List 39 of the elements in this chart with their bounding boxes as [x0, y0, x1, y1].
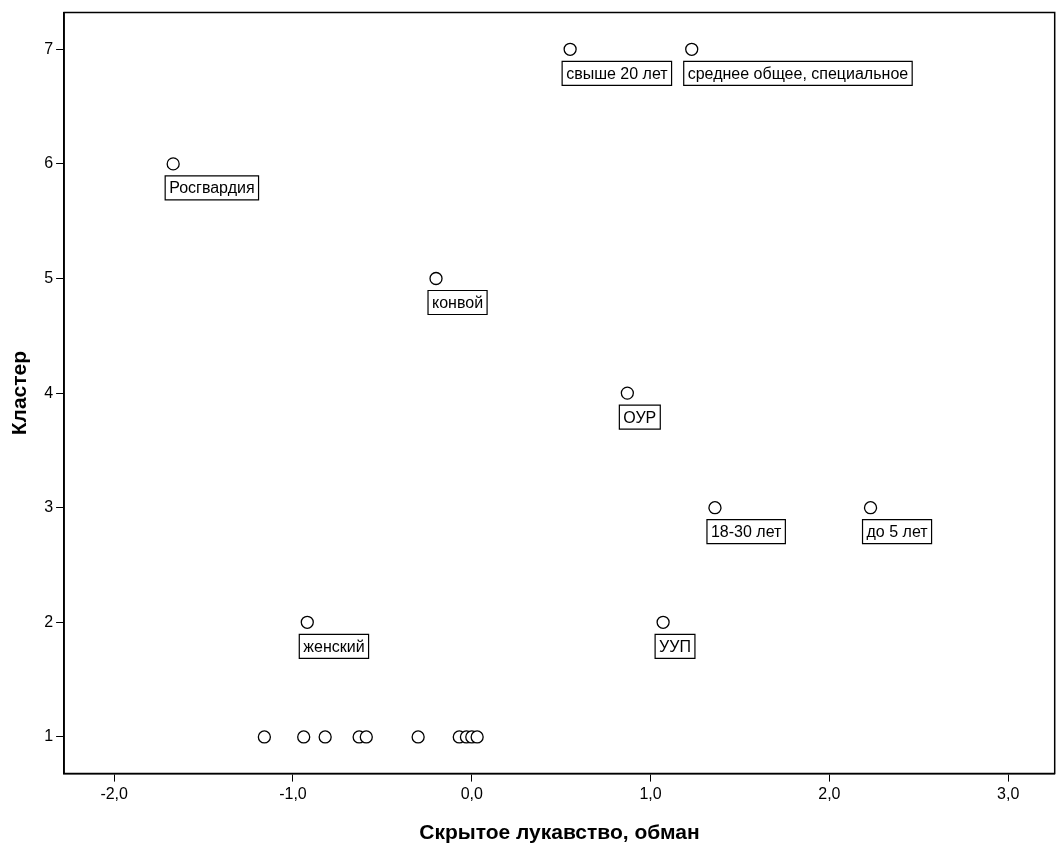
annotation: конвой [432, 293, 484, 311]
point [620, 386, 634, 400]
annotation: свыше 20 лет [566, 64, 669, 82]
point [166, 157, 180, 171]
x-tick-label: 3,0 [997, 784, 1020, 802]
y-tick-label: 2 [44, 612, 54, 630]
point [300, 615, 314, 629]
x-tick-label: -2,0 [100, 784, 129, 802]
point [429, 271, 443, 286]
annotation: женский [303, 637, 365, 655]
annotation: до 5 лет [866, 523, 929, 541]
point [685, 42, 699, 56]
point [563, 42, 577, 56]
x-tick-label: 1,0 [639, 784, 662, 802]
point [411, 730, 425, 744]
annotation: 18-30 лет [710, 523, 783, 541]
point [297, 730, 311, 744]
y-tick-label: 6 [44, 154, 54, 172]
y-tick-label: 7 [44, 39, 54, 57]
x-tick-label: -1,0 [279, 784, 307, 802]
point [470, 730, 484, 744]
point [359, 730, 373, 744]
y-tick-label: 4 [44, 383, 54, 401]
y-tick-label: 1 [44, 727, 54, 745]
x-axis-title: Скрытое лукавство, обман [419, 820, 700, 844]
point [257, 730, 272, 744]
annotation: Росгвардия [169, 179, 255, 197]
x-tick-label: 2,0 [818, 784, 841, 802]
point [656, 615, 670, 629]
annotation: среднее общее, специальное [687, 64, 909, 82]
y-axis-title: Кластер [7, 350, 31, 436]
x-tick-label: 0,0 [460, 784, 483, 802]
y-tick-label: 3 [44, 498, 54, 516]
y-tick-label: 5 [44, 268, 54, 286]
annotation: УУП [659, 637, 691, 655]
annotation: ОУР [623, 408, 657, 426]
point [318, 730, 332, 744]
point [863, 501, 878, 515]
point [708, 501, 722, 515]
